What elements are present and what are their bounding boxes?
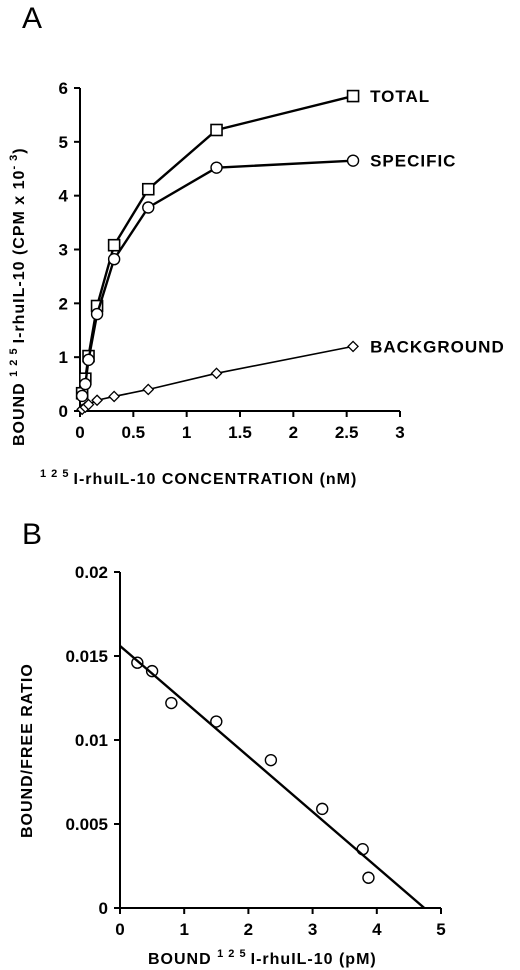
panel-b-x-tick-label: 2 — [244, 920, 253, 939]
panel-a-series-label: TOTAL — [370, 87, 430, 106]
panel-a-y-tick-label: 5 — [59, 133, 68, 152]
panel-b: B 0 1 2 3 4 5 0 0.005 0.01 0.015 0.02 BOUND 1 2 5 I-… — [19, 518, 446, 968]
panel-a-point — [210, 123, 223, 137]
panel-a-x-tick-label: 2 — [289, 423, 298, 442]
panel-b-fit-line — [119, 645, 426, 909]
panel-a-series-specific: SPECIFIC — [75, 152, 456, 403]
panel-b-x-tick-label: 1 — [179, 920, 188, 939]
panel-b-point — [316, 802, 329, 816]
panel-b-x-tick-label: 4 — [372, 920, 382, 939]
panel-b-y-tick-label: 0.02 — [75, 563, 108, 582]
panel-a: A 0 0.5 1 1.5 2 2.5 3 0 1 2 3 4 5 6 1 2 5 I-rhuIL-10 CO… — [8, 2, 505, 488]
panel-b-y-label: BOUND/FREE RATIO — [19, 663, 36, 838]
panel-a-series-label: SPECIFIC — [370, 152, 456, 171]
panel-a-point — [82, 398, 95, 411]
panel-b-x-tick-label: 3 — [308, 920, 317, 939]
panel-a-series-line — [80, 159, 354, 397]
panel-a-y-tick-label: 4 — [59, 187, 69, 206]
panel-a-point — [346, 89, 360, 103]
panel-a-x-tick-label: 3 — [395, 423, 404, 442]
panel-b-point — [356, 843, 369, 856]
panel-a-point — [108, 390, 121, 403]
panel-a-y-tick-label: 3 — [59, 241, 68, 260]
panel-b-label: B — [22, 518, 42, 551]
panel-b-y-tick-label: 0.015 — [65, 647, 108, 666]
panel-a-y-label: BOUND 1 2 5 I-rhuIL-10 (CPM x 10- 3) — [8, 147, 28, 446]
panel-a-x-tick-label: 1 — [182, 423, 191, 442]
panel-b-point — [145, 664, 159, 678]
panel-a-y-tick-label: 6 — [59, 79, 68, 98]
panel-a-point — [210, 367, 223, 380]
panel-a-x-tick-label: 2.5 — [335, 423, 359, 442]
panel-b-x-label: BOUND 1 2 5 I-rhuIL-10 (pM) — [148, 948, 377, 968]
panel-b-point — [264, 753, 278, 767]
panel-b-y-tick-label: 0.01 — [75, 731, 108, 750]
panel-b-x-tick-label: 5 — [436, 920, 445, 939]
panel-a-x-label: 1 2 5 I-rhuIL-10 CONCENTRATION (nM) — [40, 468, 357, 488]
panel-a-point — [107, 252, 121, 266]
panel-b-y-tick-label: 0.005 — [65, 815, 108, 834]
panel-b-point — [131, 656, 144, 669]
panel-a-point — [75, 389, 89, 403]
panel-b-point — [210, 715, 223, 728]
panel-a-point — [107, 238, 121, 252]
panel-a-point — [347, 340, 359, 353]
panel-a-point — [142, 383, 155, 396]
panel-a-series-label: BACKGROUND — [370, 337, 505, 356]
panel-b-x-tick-label: 0 — [115, 920, 124, 939]
panel-a-x-tick-label: 1.5 — [228, 423, 252, 442]
panel-a-point — [79, 377, 92, 391]
panel-a-point — [142, 201, 155, 214]
panel-b-point — [362, 871, 375, 884]
panel-a-point — [141, 182, 155, 196]
panel-b-point — [165, 696, 178, 710]
panel-a-point — [210, 161, 223, 174]
panel-a-x-tick-label: 0.5 — [122, 423, 146, 442]
panel-a-label: A — [22, 2, 42, 35]
panel-a-point — [91, 394, 103, 407]
panel-a-y-tick-label: 1 — [59, 348, 68, 367]
panel-a-series-background: BACKGROUND — [76, 337, 505, 416]
panel-a-x-tick-label: 0 — [75, 423, 84, 442]
panel-a-y-tick-label: 2 — [59, 294, 68, 313]
panel-a-point — [346, 154, 360, 167]
panel-a-point — [82, 353, 95, 367]
panel-b-y-tick-label: 0 — [99, 899, 108, 918]
panel-a-y-tick-label: 0 — [59, 402, 68, 421]
panel-a-point — [90, 307, 104, 321]
